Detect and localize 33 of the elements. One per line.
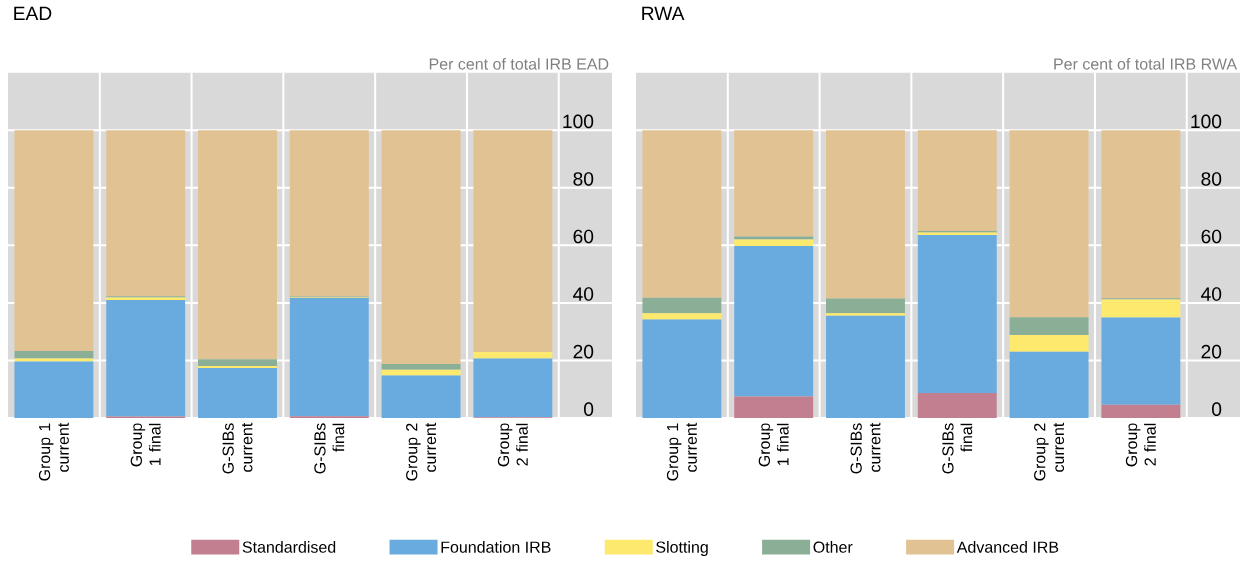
x-tick-label: Group 1 current xyxy=(666,422,697,481)
chart-title: EAD xyxy=(14,6,52,20)
x-tick-label: Group 2 current xyxy=(1034,422,1065,481)
legend-label: Standardised xyxy=(242,541,336,553)
y-tick-label: 100 xyxy=(563,114,594,129)
x-tick-label: G-SIBs current xyxy=(850,422,881,474)
y-axis-title: Per cent of total IRB EAD xyxy=(429,58,609,70)
legend-label: Foundation IRB xyxy=(441,541,551,553)
legend-label: Advanced IRB xyxy=(956,541,1059,553)
y-tick-label: 40 xyxy=(1201,287,1222,301)
x-tick-label: Group 2 final xyxy=(497,423,528,467)
chart-title: RWA xyxy=(642,6,685,20)
x-tick-label: G-SIBs final xyxy=(314,423,345,474)
y-tick-label: 80 xyxy=(1201,172,1222,186)
y-tick-label: 0 xyxy=(1212,402,1222,416)
legend-label: Slotting xyxy=(656,541,708,556)
x-tick-label: G-SIBs current xyxy=(222,422,253,474)
y-tick-label: 40 xyxy=(573,287,594,301)
x-tick-label: Group 1 final xyxy=(758,423,789,467)
legend-label: Other xyxy=(813,541,853,553)
x-tick-label: Group 1 final xyxy=(130,423,161,467)
y-tick-label: 80 xyxy=(573,172,594,186)
y-tick-label: 100 xyxy=(1191,114,1222,129)
y-tick-label: 20 xyxy=(573,344,594,359)
x-tick-label: Group 1 current xyxy=(38,422,69,481)
x-tick-label: Group 2 final xyxy=(1125,423,1156,467)
y-tick-label: 0 xyxy=(584,402,594,416)
y-tick-label: 60 xyxy=(573,229,594,244)
x-tick-label: Group 2 current xyxy=(406,422,437,481)
y-tick-label: 60 xyxy=(1201,229,1222,244)
y-axis-title: Per cent of total IRB RWA xyxy=(1054,57,1238,70)
x-tick-label: G-SIBs final xyxy=(942,423,973,474)
y-tick-label: 20 xyxy=(1201,344,1222,359)
